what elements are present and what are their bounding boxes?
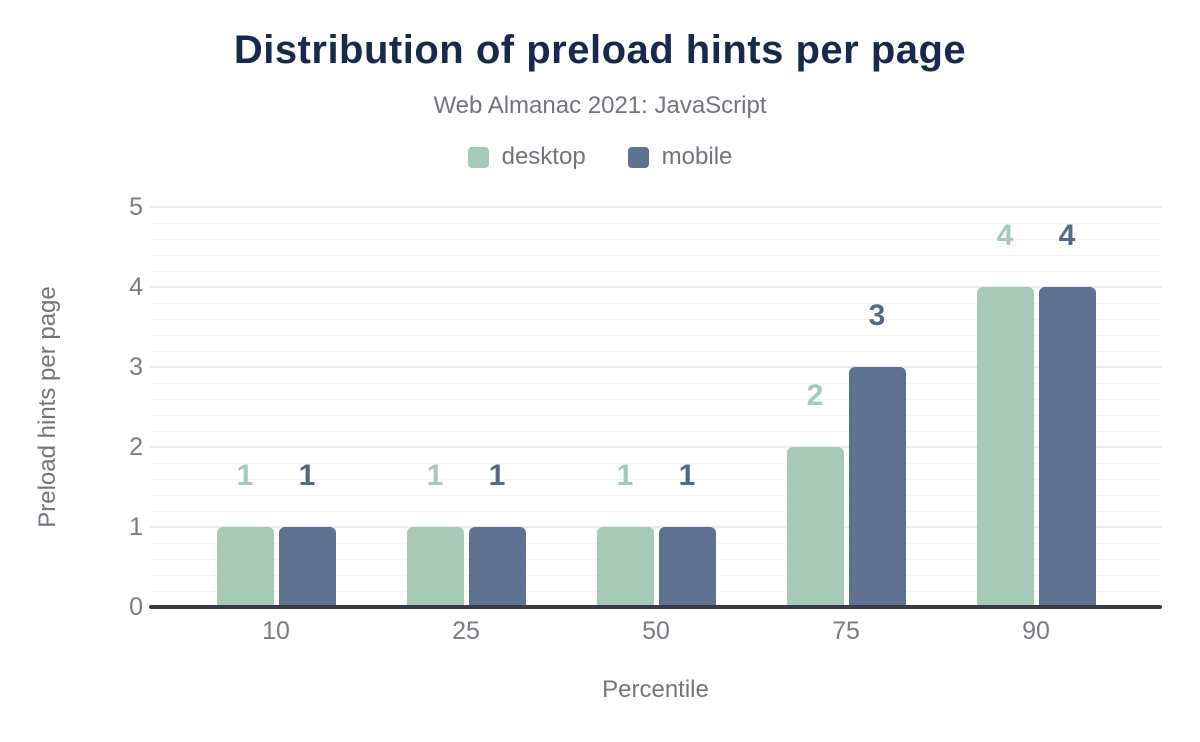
- bar-desktop-p50[interactable]: [596, 527, 654, 607]
- x-tick-75: 75: [832, 617, 860, 645]
- y-tick-3: 3: [129, 353, 143, 381]
- y-tick-4: 4: [129, 273, 143, 301]
- bar-desktop-p25[interactable]: [406, 527, 464, 607]
- plot-area: 1 1 1 1 1 1 2 3 4 4: [149, 206, 1162, 607]
- bar-mobile-p50[interactable]: [658, 527, 716, 607]
- gridline-y-1: [149, 526, 1162, 528]
- bar-desktop-p10[interactable]: [216, 527, 274, 607]
- value-label-mobile-p75: 3: [868, 299, 886, 332]
- chart-subtitle: Web Almanac 2021: JavaScript: [433, 92, 767, 119]
- bar-mobile-p90[interactable]: [1038, 287, 1096, 607]
- legend-label-mobile: mobile: [661, 143, 733, 170]
- bar-mobile-p75[interactable]: [848, 367, 906, 607]
- gridline-y-2: [149, 446, 1162, 448]
- legend-item-mobile[interactable]: mobile: [627, 143, 733, 171]
- x-axis-title: Percentile: [602, 676, 709, 703]
- value-label-mobile-p50: 1: [678, 459, 696, 492]
- legend-label-desktop: desktop: [501, 143, 586, 170]
- value-label-mobile-p90: 4: [1058, 219, 1076, 252]
- legend-swatch-mobile: [627, 146, 649, 168]
- y-tick-1: 1: [129, 513, 143, 541]
- x-axis-line: [149, 605, 1162, 609]
- bar-desktop-p75[interactable]: [786, 447, 844, 607]
- legend: desktop mobile: [0, 143, 1200, 171]
- x-tick-25: 25: [452, 617, 480, 645]
- x-tick-50: 50: [642, 617, 670, 645]
- x-tick-90: 90: [1022, 617, 1050, 645]
- bar-mobile-p10[interactable]: [278, 527, 336, 607]
- bar-mobile-p25[interactable]: [468, 527, 526, 607]
- x-tick-10: 10: [262, 617, 290, 645]
- chart-title: Distribution of preload hints per page: [233, 28, 967, 72]
- gridline-y-3: [149, 366, 1162, 368]
- y-axis-title-text: Preload hints per page: [34, 286, 61, 528]
- value-label-mobile-p25: 1: [488, 459, 506, 492]
- y-tick-0: 0: [129, 593, 143, 621]
- value-label-desktop-p10: 1: [236, 459, 254, 492]
- legend-item-desktop[interactable]: desktop: [467, 143, 586, 171]
- bar-desktop-p90[interactable]: [976, 287, 1034, 607]
- y-tick-2: 2: [129, 433, 143, 461]
- y-tick-5: 5: [129, 193, 143, 221]
- gridline-y-4: [149, 286, 1162, 288]
- value-label-desktop-p90: 4: [996, 219, 1014, 252]
- gridline-y-5: [149, 206, 1162, 208]
- value-label-desktop-p75: 2: [806, 379, 824, 412]
- value-label-mobile-p10: 1: [298, 459, 316, 492]
- value-label-desktop-p50: 1: [616, 459, 634, 492]
- legend-swatch-desktop: [467, 146, 489, 168]
- value-label-desktop-p25: 1: [426, 459, 444, 492]
